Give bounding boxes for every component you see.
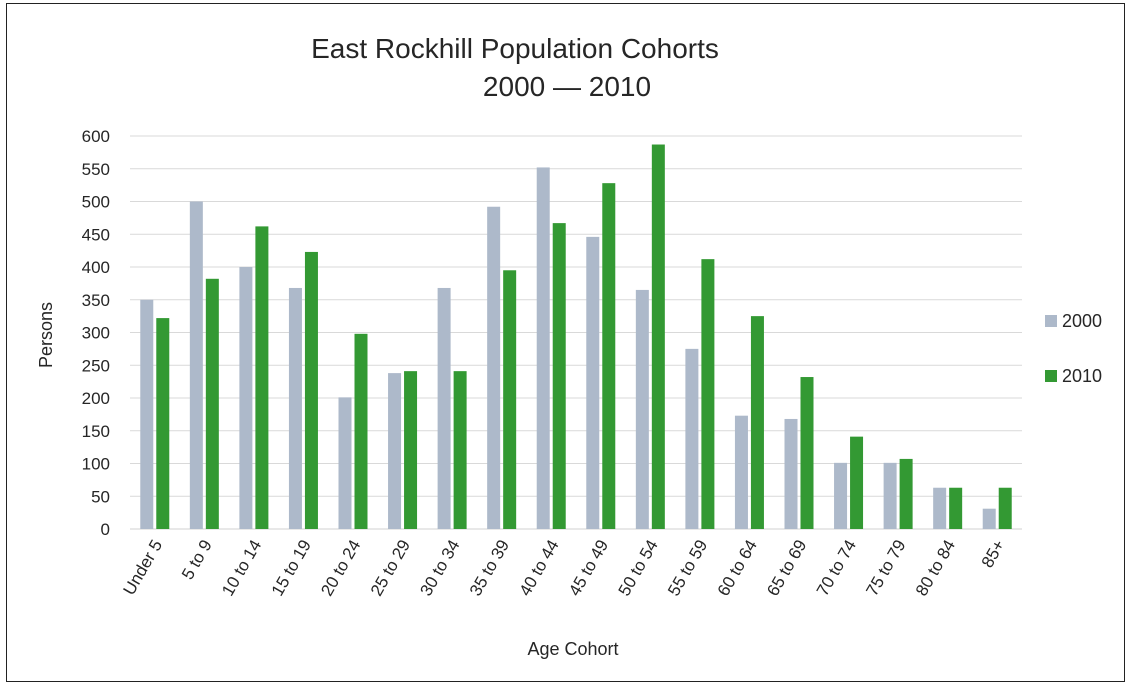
x-tick-label: Under 5 <box>120 537 167 599</box>
bar-2000-20-to-24 <box>338 397 352 529</box>
x-tick-label: 45 to 49 <box>565 537 612 600</box>
y-tick-label: 300 <box>82 324 110 343</box>
bar-2010-20-to-24 <box>354 333 368 529</box>
y-tick-label: 350 <box>82 291 110 310</box>
legend-swatch-2010 <box>1045 370 1057 382</box>
bar-2000-65-to-69 <box>784 418 798 529</box>
x-tick-label: 70 to 74 <box>813 537 860 600</box>
x-tick-label: 20 to 24 <box>317 537 364 600</box>
x-tick-label: 40 to 44 <box>516 537 563 600</box>
bar-2000-30-to-34 <box>437 287 451 529</box>
x-axis-title: Age Cohort <box>527 639 618 659</box>
x-tick-label: 55 to 59 <box>664 537 711 600</box>
y-tick-label: 200 <box>82 389 110 408</box>
chart-subtitle: 2000 — 2010 <box>483 71 651 102</box>
legend: 2000 2010 <box>1045 311 1102 386</box>
bar-2010-50-to-54 <box>651 144 665 529</box>
y-tick-label: 250 <box>82 356 110 375</box>
y-tick-label: 100 <box>82 455 110 474</box>
bar-2010-40-to-44 <box>552 223 566 530</box>
x-tick-label: 15 to 19 <box>268 537 315 600</box>
y-tick-label: 550 <box>82 160 110 179</box>
y-axis-ticks: 0 50 100 150 200 250 300 350 400 450 500 550 600 <box>82 127 110 539</box>
bar-2010-under-5 <box>156 318 170 529</box>
y-tick-label: 150 <box>82 422 110 441</box>
bar-2010-65-to-69 <box>800 377 814 529</box>
bar-2000-85plus <box>982 508 996 529</box>
bar-2010-75-to-79 <box>899 458 913 529</box>
x-tick-label: 85+ <box>978 536 1009 571</box>
bar-2000-60-to-64 <box>734 415 748 529</box>
bar-2010-35-to-39 <box>503 270 517 529</box>
bar-2000-25-to-29 <box>388 373 402 529</box>
bar-2000-under-5 <box>140 299 154 529</box>
bar-2000-35-to-39 <box>487 206 501 530</box>
x-tick-label: 65 to 69 <box>763 537 810 600</box>
bar-2010-85plus <box>998 487 1012 529</box>
bar-2010-45-to-49 <box>602 183 616 529</box>
bar-2010-10-to-14 <box>255 226 269 529</box>
legend-label-2010: 2010 <box>1062 366 1102 386</box>
bar-2000-10-to-14 <box>239 267 253 529</box>
x-tick-label: 50 to 54 <box>615 537 662 600</box>
x-tick-label: 60 to 64 <box>714 537 761 600</box>
legend-label-2000: 2000 <box>1062 311 1102 331</box>
x-tick-label: 35 to 39 <box>466 537 513 600</box>
chart-frame: East Rockhill Population Cohorts 2000 — … <box>6 3 1125 682</box>
bar-chart: East Rockhill Population Cohorts 2000 — … <box>36 33 1102 659</box>
chart-title: East Rockhill Population Cohorts <box>311 33 719 64</box>
gridlines <box>130 135 1022 530</box>
x-tick-label: 5 to 9 <box>178 537 216 583</box>
bar-2010-30-to-34 <box>453 371 467 529</box>
bar-2010-70-to-74 <box>850 436 864 529</box>
x-tick-label: 30 to 34 <box>416 537 463 600</box>
bar-2000-80-to-84 <box>933 487 947 529</box>
bar-2010-55-to-59 <box>701 259 715 529</box>
y-tick-label: 50 <box>91 487 110 506</box>
bar-2000-15-to-19 <box>288 287 302 529</box>
bar-2010-5-to-9 <box>205 278 219 529</box>
x-tick-label: 10 to 14 <box>218 537 265 600</box>
bar-2000-5-to-9 <box>189 201 203 529</box>
bar-2000-50-to-54 <box>635 289 649 529</box>
bar-2000-55-to-59 <box>685 348 699 529</box>
bar-2000-40-to-44 <box>536 167 550 529</box>
x-axis-ticks: Under 5 5 to 9 10 to 14 15 to 19 20 to 24 25 … <box>120 536 1009 599</box>
y-tick-label: 400 <box>82 258 110 277</box>
bar-2010-80-to-84 <box>949 487 963 529</box>
bar-2010-15-to-19 <box>304 251 318 529</box>
y-tick-label: 0 <box>101 520 110 539</box>
bar-2000-70-to-74 <box>834 462 848 529</box>
x-tick-label: 25 to 29 <box>367 537 414 600</box>
y-axis-title: Persons <box>36 302 56 368</box>
x-tick-label: 75 to 79 <box>862 537 909 600</box>
x-tick-label: 80 to 84 <box>912 537 959 600</box>
legend-swatch-2000 <box>1045 315 1057 327</box>
y-tick-label: 450 <box>82 225 110 244</box>
bar-2000-45-to-49 <box>586 236 600 529</box>
bar-2000-75-to-79 <box>883 462 897 529</box>
y-tick-label: 500 <box>82 193 110 212</box>
bar-2010-60-to-64 <box>750 316 764 529</box>
bars <box>140 144 1012 530</box>
y-tick-label: 600 <box>82 127 110 146</box>
bar-2010-25-to-29 <box>404 371 418 529</box>
